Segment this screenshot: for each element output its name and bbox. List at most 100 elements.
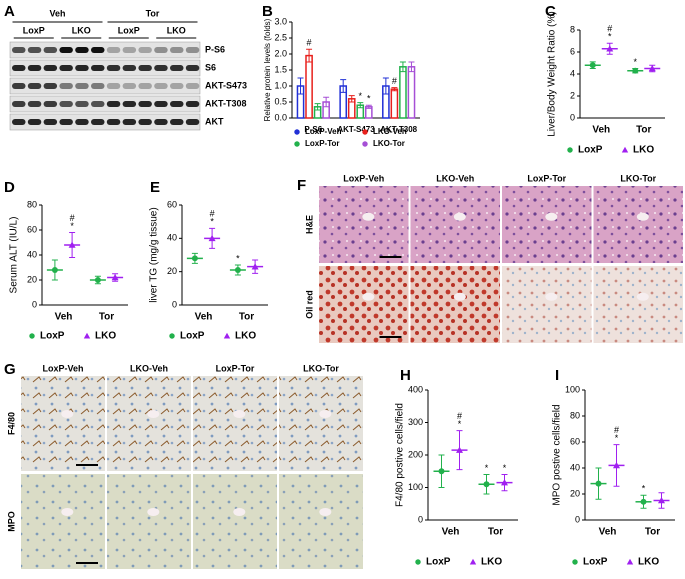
y-tick-label: 20 (27, 274, 37, 284)
y-tick-label: 100 (565, 384, 580, 394)
blot-band (75, 47, 89, 53)
blot-band (170, 47, 184, 53)
x-tick-label: AKT-T308 (380, 125, 417, 134)
legend-label: LoxP (426, 557, 451, 568)
blot-band (170, 119, 184, 125)
significance: # (70, 213, 75, 223)
micrograph (502, 186, 592, 263)
significance: * (236, 253, 240, 263)
x-tick-label: P-S6 (304, 125, 322, 134)
y-tick-label: 40 (570, 462, 580, 472)
y-tick-label: 40 (27, 249, 37, 259)
error-bar (649, 64, 656, 73)
legend-marker (294, 129, 300, 135)
y-tick-label: 0 (570, 112, 575, 122)
legend-label: LKO (95, 331, 116, 342)
significance: * (633, 57, 637, 67)
y-tick-label: 6 (570, 46, 575, 56)
y-tick-label: 3.0 (274, 16, 287, 26)
micrograph (593, 186, 683, 263)
significance: # (307, 38, 312, 48)
blot-band (27, 47, 42, 53)
blot-band (91, 47, 105, 53)
significance: # (392, 76, 397, 86)
micrograph (193, 376, 277, 471)
blot-band (106, 119, 121, 125)
y-tick-label: 8 (570, 24, 575, 34)
blot-band (12, 65, 26, 71)
panel-label: H (400, 367, 411, 384)
y-tick-label: 200 (408, 449, 423, 459)
blot-genotype: LKO (167, 25, 186, 35)
blot-strip (9, 95, 201, 113)
micrograph (593, 266, 683, 343)
blot-band (185, 65, 200, 71)
significance: * (210, 217, 214, 227)
legend-label: LoxP (578, 145, 603, 156)
y-tick-label: 4 (570, 68, 575, 78)
legend-label: LoxP-Tor (305, 139, 340, 148)
micrograph (107, 376, 191, 471)
significance: # (614, 425, 619, 435)
legend-marker (567, 147, 573, 153)
blot-band (59, 119, 73, 125)
y-tick-label: 400 (408, 384, 423, 394)
vessel (636, 212, 649, 221)
micrograph (193, 474, 277, 569)
image-row-label: H&E (304, 215, 314, 234)
error-bar (357, 102, 364, 109)
y-tick-label: 100 (408, 482, 423, 492)
y-tick-label: 1.0 (274, 80, 287, 90)
blot-band (138, 47, 152, 53)
error-bar (399, 61, 406, 73)
x-tick-label: Veh (195, 312, 213, 323)
y-tick-label: 60 (27, 224, 37, 234)
blot-group: Tor (146, 8, 160, 18)
x-tick-label: Tor (99, 312, 114, 323)
error-bar (112, 273, 119, 282)
blot-band-label: S6 (205, 62, 216, 72)
blot-band (75, 65, 89, 71)
image-column-label: LoxP-Tor (216, 363, 255, 373)
significance: * (615, 433, 619, 443)
error-bar (640, 494, 647, 509)
significance: * (359, 91, 363, 101)
error-bar (483, 474, 490, 495)
legend-marker (223, 332, 231, 339)
y-axis-label: F4/80 postive cells/field (395, 403, 406, 507)
micrograph (502, 266, 592, 343)
error-bar (323, 96, 330, 108)
y-tick-label: 60 (167, 199, 177, 209)
blot-strip (9, 59, 201, 77)
blot-band (59, 47, 73, 53)
blot-band (91, 83, 105, 89)
y-tick-label: 2.5 (274, 32, 287, 42)
legend-marker (362, 141, 368, 147)
blot-band (106, 83, 121, 89)
vessel (362, 292, 375, 301)
vessel (453, 212, 466, 221)
legend-label: LKO (638, 557, 659, 568)
y-tick-label: 300 (408, 417, 423, 427)
blot-band (27, 119, 42, 125)
blot-genotype: LoxP (23, 25, 45, 35)
panel-label: G (4, 361, 16, 378)
blot-band (170, 65, 184, 71)
image-row-label: MPO (6, 511, 16, 532)
x-tick-label: AKT-S473 (337, 125, 375, 134)
blot-strip (9, 41, 201, 59)
error-bar (314, 103, 321, 111)
blot-band (12, 83, 26, 89)
blot-band (106, 65, 121, 71)
y-tick-label: 2.0 (274, 48, 287, 58)
blot-band (154, 83, 168, 89)
blot-band (106, 47, 121, 53)
error-bar (658, 492, 665, 509)
y-tick-label: 0 (418, 514, 423, 524)
x-tick-label: Tor (488, 527, 503, 538)
x-tick-label: Veh (592, 125, 610, 136)
y-tick-label: 20 (570, 488, 580, 498)
error-bar (438, 454, 445, 488)
blot-genotype: LoxP (118, 25, 140, 35)
bar (390, 88, 399, 119)
